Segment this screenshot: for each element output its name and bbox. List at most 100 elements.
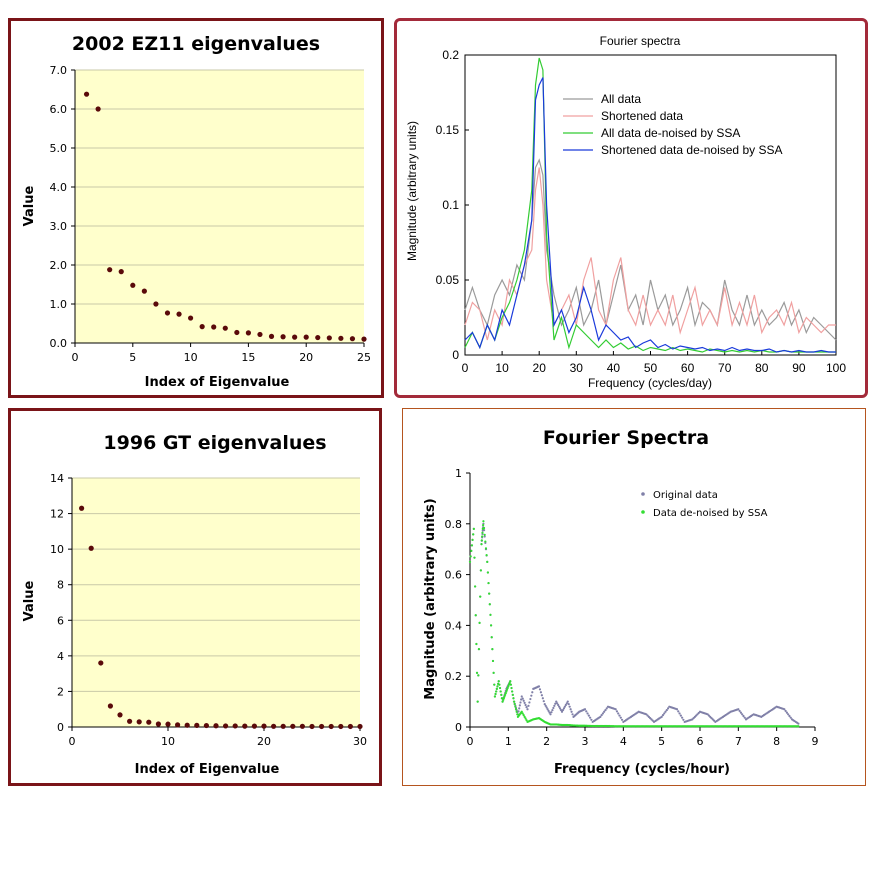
series-point xyxy=(511,693,514,696)
series-point xyxy=(485,554,488,557)
series-point xyxy=(507,685,510,688)
data-point xyxy=(146,719,152,725)
legend-entry: All data de-noised by SSA xyxy=(601,126,740,140)
legend-entry: Shortened data de-noised by SSA xyxy=(601,143,782,157)
series-point xyxy=(492,671,495,674)
legend-entry: Shortened data xyxy=(601,109,683,123)
y-tick-label: 6.0 xyxy=(50,103,68,116)
data-point xyxy=(199,324,205,330)
eigenvalues-1996-gt-panel: 0 10 20 30 0 2 4 6 8 10 12 14 1996 GT eigenvalues I… xyxy=(8,408,382,786)
x-tick-label: 3 xyxy=(582,735,589,748)
series-point xyxy=(519,701,522,704)
series-point xyxy=(524,717,527,720)
series-point xyxy=(522,714,525,717)
y-tick-label: 7.0 xyxy=(50,64,68,77)
x-tick-label: 100 xyxy=(826,361,846,375)
data-point xyxy=(315,334,321,341)
series-point xyxy=(554,702,557,705)
data-point xyxy=(127,718,133,724)
data-point xyxy=(88,545,94,551)
legend-entry: Original data xyxy=(653,490,718,501)
plot-frame xyxy=(464,54,837,356)
data-point xyxy=(261,723,267,729)
x-tick-label: 0 xyxy=(69,735,76,748)
series-point xyxy=(614,708,617,711)
series-point xyxy=(523,715,526,718)
series-point xyxy=(551,708,554,712)
series-point xyxy=(504,692,507,695)
y-tick-label: 3.0 xyxy=(50,220,68,233)
y-tick-label: 8 xyxy=(57,579,64,592)
data-point xyxy=(213,723,219,729)
data-point xyxy=(357,723,363,730)
x-tick-label: 80 xyxy=(755,361,769,375)
series-point xyxy=(502,697,505,700)
series-point xyxy=(565,702,568,705)
series-point xyxy=(738,709,741,713)
series-point xyxy=(473,556,476,559)
legend-swatch xyxy=(641,510,645,514)
y-tick-label: 0.8 xyxy=(445,518,463,531)
data-point xyxy=(222,325,228,331)
data-point xyxy=(175,722,181,728)
series-point xyxy=(585,710,588,713)
data-point xyxy=(184,722,190,728)
series-point xyxy=(525,706,528,709)
series-point xyxy=(498,686,502,690)
series-point xyxy=(489,624,493,627)
series-point xyxy=(474,614,477,617)
series-point xyxy=(531,691,534,694)
x-axis-label: Frequency (cycles/day) xyxy=(588,376,712,390)
fourier-spectra-hour-chart: 0 1 2 3 4 5 6 7 8 9 0 0.2 0.4 0.6 0.8 1 Original data Da… xyxy=(423,427,819,777)
series-point xyxy=(542,700,545,703)
data-point xyxy=(349,336,356,342)
series-point xyxy=(541,697,544,700)
series-point xyxy=(493,695,497,698)
series-point xyxy=(660,715,663,718)
series-point xyxy=(785,711,788,714)
series-point xyxy=(661,714,665,717)
x-tick-label: 15 xyxy=(241,351,255,364)
series-point xyxy=(797,725,800,728)
x-axis-label: Frequency (cycles/hour) xyxy=(554,762,730,777)
data-point xyxy=(194,722,200,728)
series-point xyxy=(675,708,679,711)
data-point xyxy=(136,719,142,725)
series-point xyxy=(498,683,501,686)
series-point xyxy=(619,716,622,719)
data-point xyxy=(242,723,248,729)
series-point xyxy=(515,710,518,713)
series-point xyxy=(482,526,486,530)
fourier-spectra-hour-panel: 0 1 2 3 4 5 6 7 8 9 0 0.2 0.4 0.6 0.8 1 Original data Da… xyxy=(402,408,866,786)
data-point xyxy=(309,723,315,730)
series-point xyxy=(566,700,569,703)
data-point xyxy=(299,723,305,729)
y-tick-label: 5.0 xyxy=(50,142,68,155)
eigenvalues-2002-ez11-chart: 0 5 10 15 20 25 0.0 1.0 2.0 3.0 4.0 5.0 6.0 7.0 2002 … xyxy=(22,33,371,390)
fourier-spectra-day-chart: 0 10 20 30 40 50 60 70 80 90 100 0 0.05 0.1 0.15 0.2 Al… xyxy=(405,34,846,390)
series-point xyxy=(604,708,607,712)
series-point xyxy=(514,708,518,711)
series-point xyxy=(499,690,502,693)
series-point xyxy=(472,527,475,530)
y-tick-label: 14 xyxy=(50,472,64,485)
x-axis-label: Index of Eigenvalue xyxy=(135,762,280,777)
x-tick-label: 1 xyxy=(505,735,512,748)
series-point xyxy=(496,685,499,688)
series-point xyxy=(737,708,740,711)
series-point xyxy=(512,697,515,700)
y-axis-label: Value xyxy=(22,580,37,621)
series-point xyxy=(743,716,746,719)
series-point xyxy=(482,520,485,523)
y-tick-label: 4 xyxy=(57,650,64,663)
series-point xyxy=(664,710,667,713)
legend-entry: All data xyxy=(601,92,641,106)
y-tick-label: 2 xyxy=(57,685,64,698)
series-point xyxy=(605,707,608,710)
series-line xyxy=(464,77,836,353)
series-point xyxy=(617,712,620,715)
series-point xyxy=(500,697,504,700)
series-point xyxy=(522,699,525,702)
x-tick-label: 30 xyxy=(570,361,584,375)
series-point xyxy=(568,705,571,708)
